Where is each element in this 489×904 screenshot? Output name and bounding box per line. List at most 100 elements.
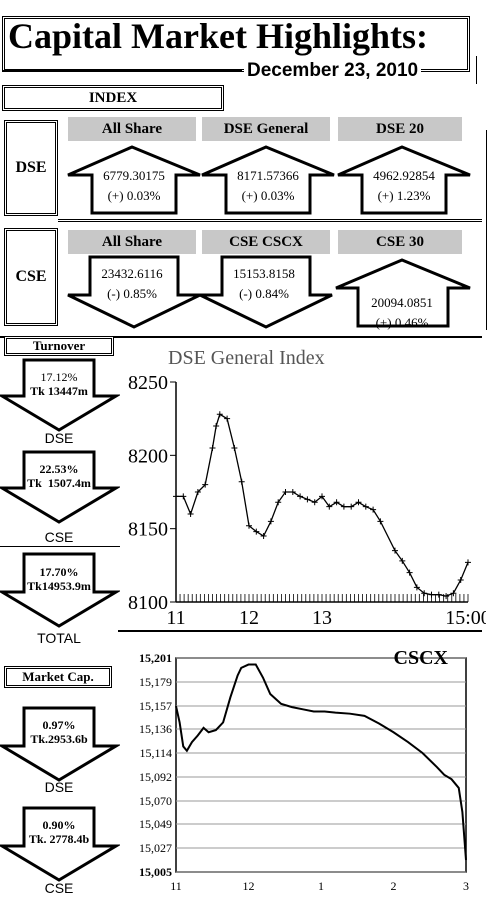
cse-row-label: CSE xyxy=(4,228,58,326)
data-point xyxy=(282,489,289,495)
cscx-chart: 15,005 15,027 15,049 15,070 15,092 15,114 15,1… xyxy=(139,647,469,893)
data-point xyxy=(213,423,220,429)
x-tick-label: 1 xyxy=(318,879,324,893)
dse-general-up-arrow-icon xyxy=(201,145,335,215)
turnover-dse-values: 17.12% Tk 13447m xyxy=(24,370,94,398)
x-tick-label: 3 xyxy=(463,879,469,893)
turnover-dse-amount: Tk 13447m xyxy=(30,384,88,398)
cse-all-share-change: (-) 0.85% xyxy=(107,286,157,301)
dse-all-share-value: 6779.30175 xyxy=(103,168,165,183)
data-point xyxy=(377,518,384,525)
x-tick-label: 2 xyxy=(391,879,397,893)
dse-divider xyxy=(58,216,482,222)
turnover-total-down-arrow-icon xyxy=(0,552,120,628)
market-cap-dse-pct: 0.97% xyxy=(42,718,76,732)
y-tick-label: 15,027 xyxy=(139,841,172,855)
dse-general-name: DSE General xyxy=(202,117,330,141)
x-tick-label: 15:00 xyxy=(445,607,486,629)
y-tick-label: 8200 xyxy=(128,445,168,467)
cse-30-change: (+) 0.46% xyxy=(375,315,429,330)
report-date: December 23, 2010 xyxy=(244,60,422,82)
data-point xyxy=(216,411,223,418)
dse-general-values: 8171.57366 (+) 0.03% xyxy=(222,166,314,206)
data-point xyxy=(406,569,413,576)
title-rule xyxy=(2,70,242,71)
dse-row-label: DSE xyxy=(4,120,58,216)
cse-30-name: CSE 30 xyxy=(338,230,462,254)
data-point xyxy=(362,503,369,510)
y-tick-label: 15,049 xyxy=(139,817,172,831)
data-point xyxy=(224,415,231,422)
market-cap-cse-down-arrow-icon xyxy=(0,806,120,882)
page-title: Capital Market Highlights: xyxy=(8,16,428,56)
dse-general-chart: DSE General Index 8100 8150 8200 8250 11 12 13 1… xyxy=(128,347,486,629)
y-tick-label: 8100 xyxy=(128,592,168,614)
cse-all-share-down-arrow-icon xyxy=(67,255,201,329)
dse-20-value: 4962.92854 xyxy=(373,168,435,183)
cse-30-values: 20094.0851 (+) 0.46% xyxy=(356,293,448,333)
cse-cscx-values: 15153.8158 (-) 0.84% xyxy=(218,264,310,304)
turnover-dse-pct: 17.12% xyxy=(40,370,78,384)
index-header: INDEX xyxy=(2,85,224,111)
turnover-dse-label: DSE xyxy=(44,430,74,446)
turnover-total-amount: Tk14953.9m xyxy=(27,579,91,593)
data-point xyxy=(180,493,187,500)
dse-all-share-values: 6779.30175 (+) 0.03% xyxy=(88,166,180,206)
y-tick-label: 15,136 xyxy=(139,722,172,736)
y-tick-label: 8250 xyxy=(128,372,168,394)
chart-divider xyxy=(118,630,482,632)
turnover-total-label: TOTAL xyxy=(37,630,81,646)
cse-all-share-name: All Share xyxy=(68,230,196,254)
data-point xyxy=(289,489,296,495)
y-tick-label: 15,092 xyxy=(139,770,172,784)
y-tick-label: 8150 xyxy=(128,519,168,541)
data-point xyxy=(355,499,362,506)
data-point xyxy=(202,481,209,488)
market-cap-dse-down-arrow-icon xyxy=(0,706,120,782)
data-point xyxy=(238,478,245,485)
cse-cscx-down-arrow-icon xyxy=(199,255,333,329)
x-tick-label: 12 xyxy=(239,607,259,629)
market-cap-cse-amount: Tk. 2778.4b xyxy=(28,832,90,846)
y-tick-label: 15,005 xyxy=(139,865,172,879)
series-line xyxy=(175,663,467,861)
turnover-header: Turnover xyxy=(4,336,114,356)
data-point xyxy=(326,503,333,510)
cse-cscx-value: 15153.8158 xyxy=(233,266,295,281)
data-point xyxy=(340,503,347,510)
data-point xyxy=(392,547,398,554)
data-point xyxy=(399,557,406,564)
dse-20-up-arrow-icon xyxy=(337,145,471,215)
y-tick-label: 15,070 xyxy=(139,794,172,808)
x-tick-label: 12 xyxy=(243,879,255,893)
data-point xyxy=(413,584,420,591)
data-point xyxy=(421,590,428,597)
y-tick-label: 15,157 xyxy=(139,699,172,713)
market-cap-cse-pct: 0.90% xyxy=(42,818,76,832)
data-point xyxy=(435,591,442,598)
turnover-cse-amount: Tk 1507.4m xyxy=(27,476,91,490)
data-point xyxy=(231,445,238,451)
market-cap-cse-values: 0.90% Tk. 2778.4b xyxy=(16,818,102,846)
market-cap-header: Market Cap. xyxy=(4,666,112,688)
data-point xyxy=(275,499,282,506)
market-cap-dse-values: 0.97% Tk.2953.6b xyxy=(20,718,98,746)
y-tick-label: 15,201 xyxy=(139,651,172,665)
cse-all-share-value: 23432.6116 xyxy=(101,266,163,281)
x-tick-label: 11 xyxy=(166,607,185,629)
data-point xyxy=(311,499,318,506)
turnover-cse-down-arrow-icon xyxy=(0,450,120,524)
turnover-total-values: 17.70% Tk14953.9m xyxy=(20,565,98,593)
cse-cscx-name: CSE CSCX xyxy=(202,230,330,254)
data-point xyxy=(457,577,464,583)
data-point xyxy=(194,489,201,495)
market-cap-cse-label: CSE xyxy=(44,880,74,896)
x-tick-label: 11 xyxy=(170,879,182,893)
cse-30-value: 20094.0851 xyxy=(371,295,433,310)
x-tick-label: 13 xyxy=(312,607,332,629)
dse-20-change: (+) 1.23% xyxy=(377,188,431,203)
data-point xyxy=(209,445,216,451)
turnover-cse-pct: 22.53% xyxy=(39,462,79,476)
title-side-rule xyxy=(476,56,477,84)
turnover-divider xyxy=(0,546,120,547)
